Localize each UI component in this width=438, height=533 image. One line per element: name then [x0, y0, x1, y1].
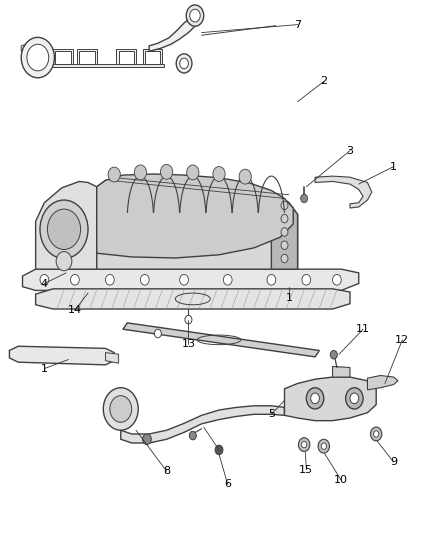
Polygon shape: [285, 377, 376, 421]
Circle shape: [371, 427, 382, 441]
Circle shape: [350, 393, 359, 403]
Text: 10: 10: [334, 475, 348, 485]
Circle shape: [21, 37, 54, 78]
Polygon shape: [10, 346, 114, 365]
Text: 13: 13: [181, 338, 195, 349]
Polygon shape: [55, 51, 71, 64]
Circle shape: [186, 5, 204, 26]
Text: 2: 2: [320, 77, 327, 86]
Polygon shape: [367, 375, 398, 390]
Circle shape: [300, 194, 307, 203]
Circle shape: [281, 241, 288, 249]
Polygon shape: [119, 51, 134, 64]
Circle shape: [189, 431, 196, 440]
Polygon shape: [97, 174, 293, 258]
Circle shape: [56, 252, 72, 271]
Polygon shape: [21, 43, 29, 51]
Circle shape: [301, 441, 307, 448]
Circle shape: [223, 274, 232, 285]
Circle shape: [180, 274, 188, 285]
Polygon shape: [315, 176, 372, 208]
Circle shape: [27, 44, 49, 71]
Text: 8: 8: [163, 466, 170, 476]
Circle shape: [332, 274, 341, 285]
Text: 5: 5: [268, 409, 275, 419]
Text: 7: 7: [294, 20, 301, 30]
Text: 14: 14: [68, 305, 82, 315]
Circle shape: [311, 393, 319, 403]
Circle shape: [103, 387, 138, 430]
Circle shape: [190, 9, 200, 22]
Polygon shape: [272, 192, 297, 269]
Circle shape: [180, 58, 188, 69]
Polygon shape: [332, 367, 350, 377]
Text: 9: 9: [390, 457, 397, 467]
Text: 1: 1: [390, 161, 397, 172]
Polygon shape: [149, 18, 195, 51]
Circle shape: [302, 274, 311, 285]
Circle shape: [143, 434, 151, 445]
Circle shape: [318, 439, 329, 453]
Circle shape: [306, 387, 324, 409]
Circle shape: [40, 274, 49, 285]
Circle shape: [141, 274, 149, 285]
Circle shape: [106, 274, 114, 285]
Polygon shape: [117, 49, 136, 67]
Circle shape: [239, 169, 251, 184]
Text: 6: 6: [224, 480, 231, 489]
Circle shape: [176, 54, 192, 73]
Circle shape: [215, 445, 223, 455]
Polygon shape: [53, 49, 73, 67]
Circle shape: [321, 443, 326, 449]
Polygon shape: [97, 175, 297, 269]
Circle shape: [110, 395, 132, 422]
Circle shape: [281, 201, 288, 209]
Circle shape: [374, 431, 379, 437]
Polygon shape: [22, 269, 359, 290]
Polygon shape: [121, 406, 285, 443]
Text: 12: 12: [396, 335, 410, 345]
Circle shape: [281, 214, 288, 223]
Circle shape: [47, 209, 81, 249]
Circle shape: [185, 316, 192, 324]
Text: 11: 11: [356, 324, 370, 334]
Polygon shape: [143, 49, 162, 67]
Circle shape: [154, 329, 161, 338]
Polygon shape: [79, 51, 95, 64]
Polygon shape: [145, 51, 160, 64]
Circle shape: [281, 228, 288, 236]
Text: 4: 4: [41, 279, 48, 288]
Circle shape: [40, 200, 88, 259]
Polygon shape: [35, 289, 350, 309]
Polygon shape: [77, 49, 97, 67]
Circle shape: [160, 165, 173, 179]
Polygon shape: [35, 181, 97, 269]
Text: 1: 1: [286, 293, 292, 303]
Circle shape: [108, 167, 120, 182]
Circle shape: [346, 387, 363, 409]
Circle shape: [267, 274, 276, 285]
Circle shape: [281, 254, 288, 263]
Polygon shape: [106, 353, 119, 364]
Text: 3: 3: [346, 146, 353, 156]
Circle shape: [213, 166, 225, 181]
Circle shape: [134, 165, 147, 180]
Polygon shape: [123, 323, 319, 357]
Circle shape: [298, 438, 310, 451]
Circle shape: [330, 351, 337, 359]
Text: 1: 1: [41, 364, 48, 374]
Circle shape: [71, 274, 79, 285]
Circle shape: [187, 165, 199, 180]
Text: 15: 15: [299, 465, 313, 474]
Polygon shape: [38, 64, 164, 67]
